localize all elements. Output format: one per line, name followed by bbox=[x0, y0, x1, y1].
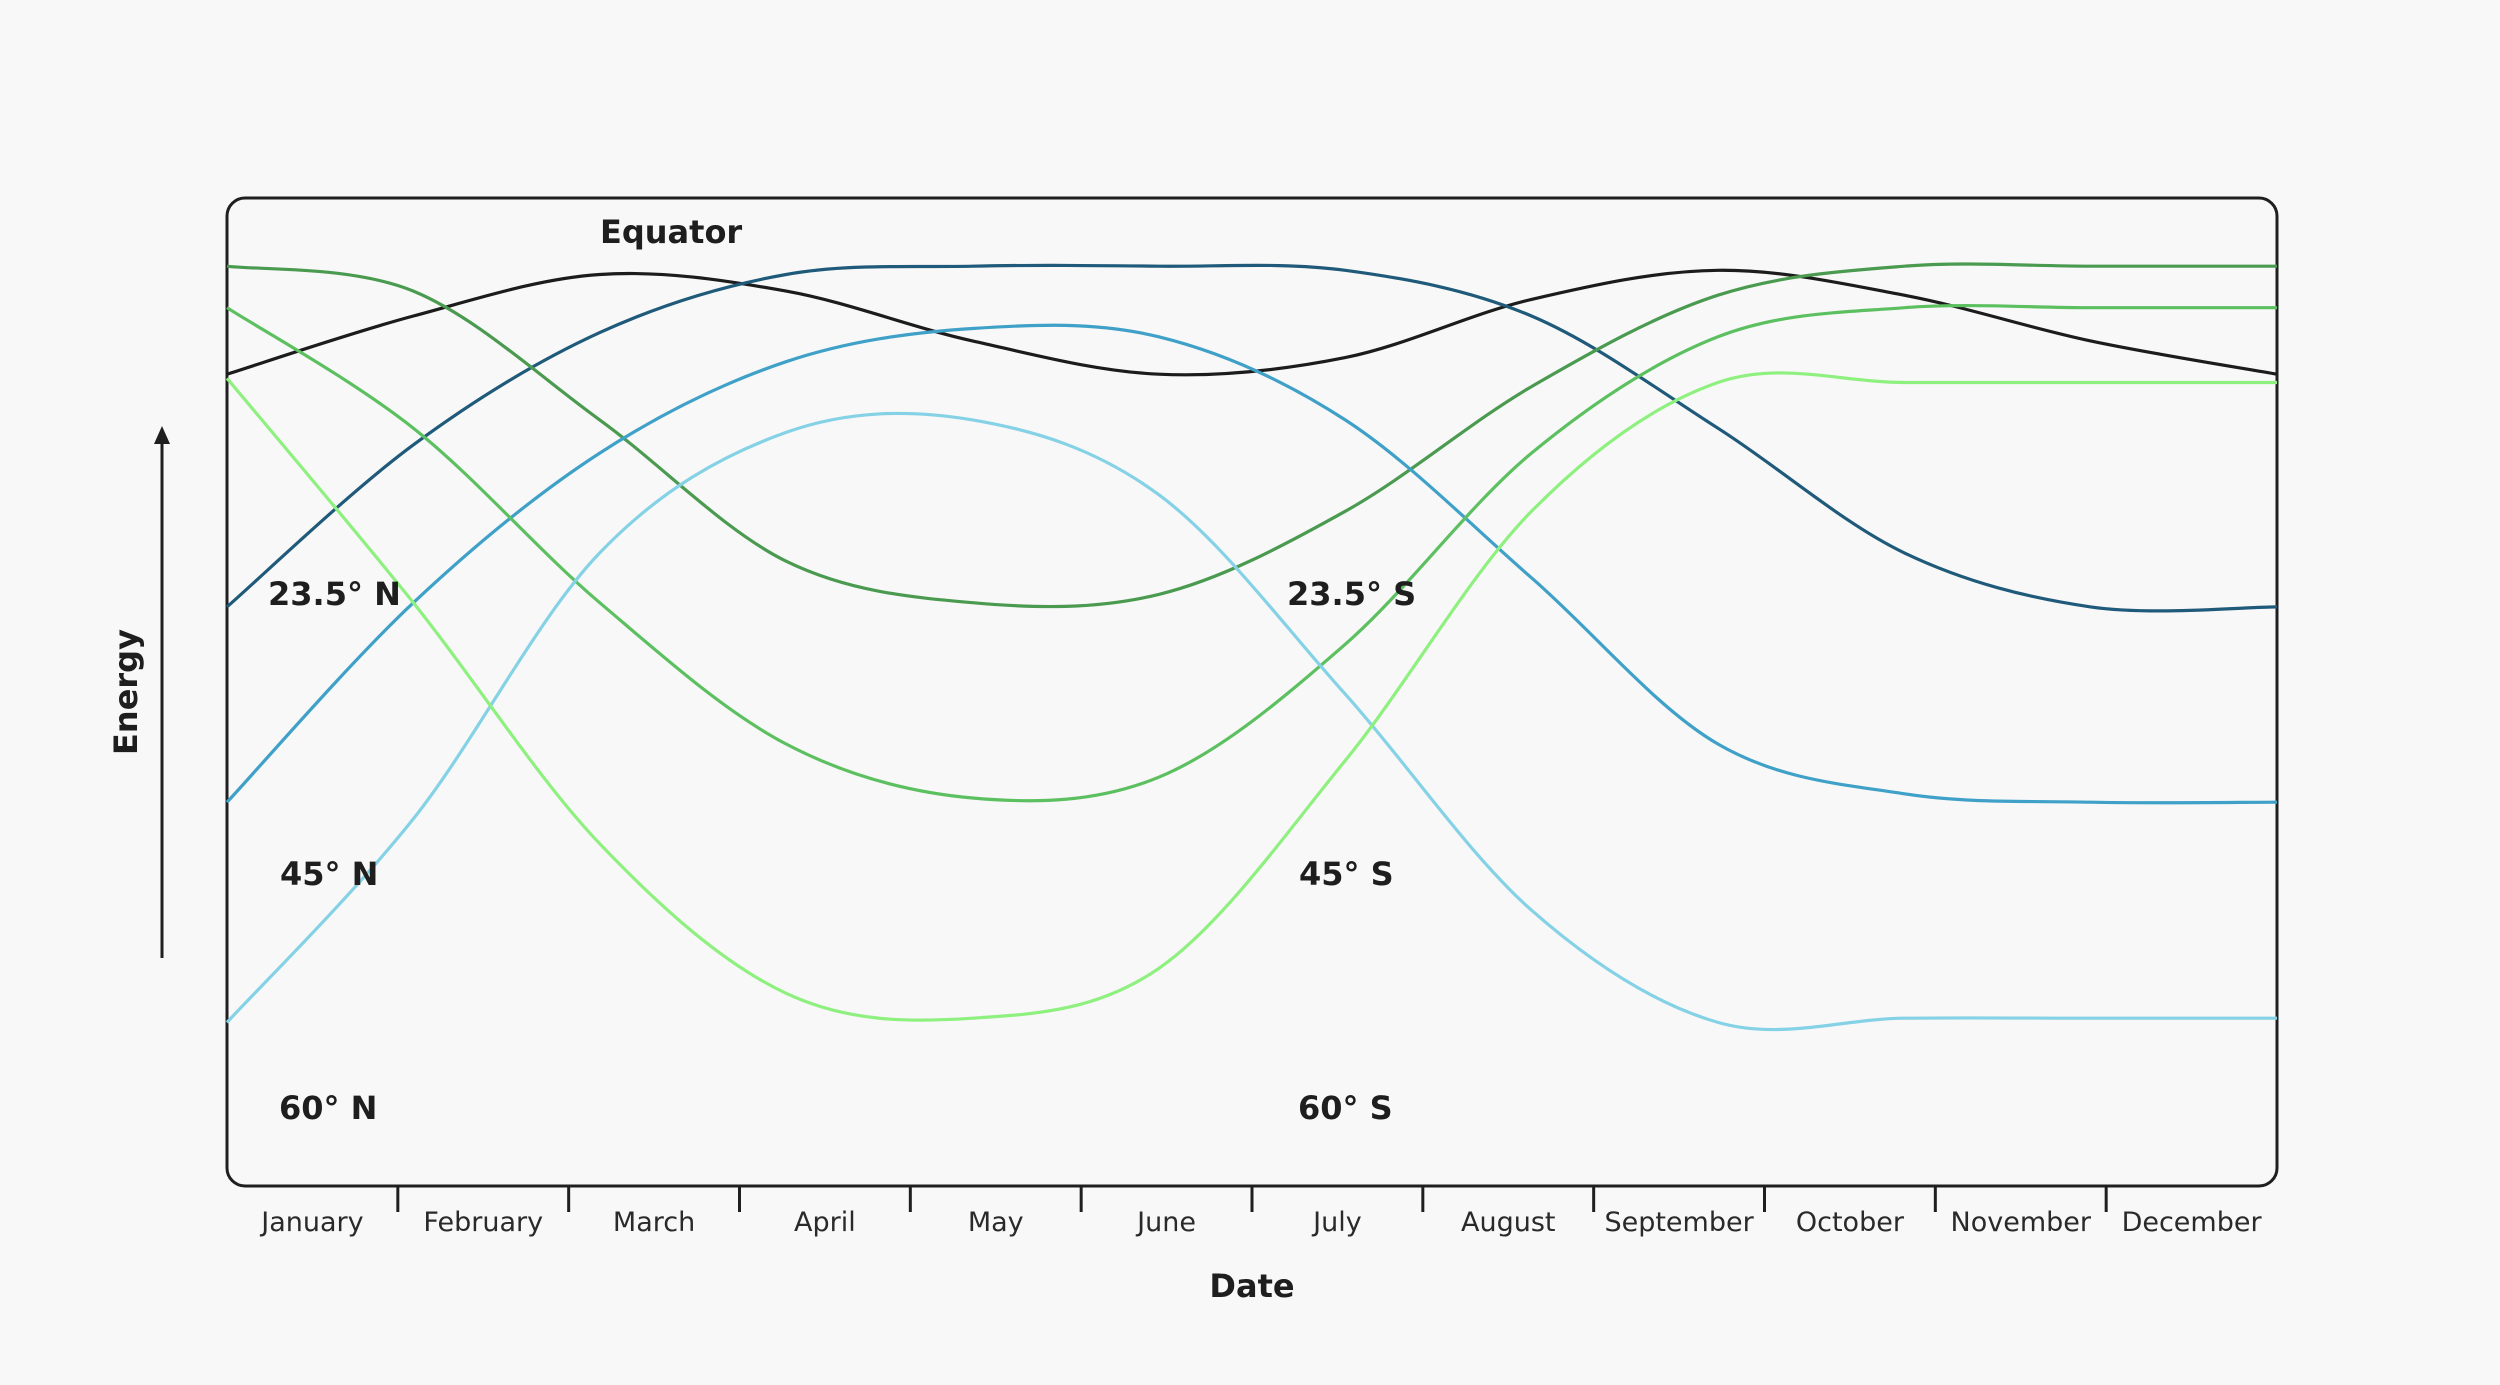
series-label: 23.5° S bbox=[1287, 575, 1416, 613]
series-line bbox=[226, 262, 2277, 609]
x-tick-label: January bbox=[259, 1207, 363, 1238]
series-label: 45° S bbox=[1299, 855, 1394, 893]
y-axis-arrow-head bbox=[154, 426, 170, 444]
series-lines bbox=[225, 262, 2278, 1032]
series-line bbox=[226, 268, 2278, 377]
series-line bbox=[226, 303, 2277, 803]
x-tick-label: November bbox=[1951, 1207, 2092, 1238]
x-tick-label: December bbox=[2122, 1207, 2263, 1238]
x-axis-title: Date bbox=[1209, 1267, 1294, 1305]
x-tick-label: August bbox=[1461, 1207, 1556, 1238]
x-ticks bbox=[396, 1186, 2108, 1212]
series-label: Equator bbox=[600, 213, 742, 251]
series-line bbox=[225, 371, 2277, 1022]
series-label: 23.5° N bbox=[268, 575, 401, 613]
series-label: 45° N bbox=[280, 855, 378, 893]
x-tick-label: June bbox=[1135, 1207, 1196, 1238]
x-tick-label: April bbox=[794, 1207, 856, 1238]
x-tick-label: October bbox=[1796, 1207, 1905, 1238]
plot-frame bbox=[225, 196, 2279, 1188]
y-axis-title: Energy bbox=[107, 629, 145, 755]
x-tick-label: September bbox=[1604, 1207, 1754, 1238]
series-line bbox=[225, 323, 2278, 805]
series-label: 60° N bbox=[279, 1089, 377, 1127]
x-tick-label: March bbox=[613, 1207, 695, 1238]
x-tick-label: July bbox=[1311, 1207, 1362, 1238]
series-line bbox=[225, 263, 2278, 613]
series-label: 60° S bbox=[1298, 1089, 1393, 1127]
series-labels: Equator 23.5° N 23.5° S 45° N 45° S 60° N 60° … bbox=[268, 213, 1416, 1127]
x-tick-label: May bbox=[968, 1207, 1024, 1238]
x-tick-label: February bbox=[423, 1207, 543, 1238]
series-line bbox=[225, 411, 2277, 1032]
x-tick-labels: January February March April May June July Augu… bbox=[259, 1207, 2262, 1238]
